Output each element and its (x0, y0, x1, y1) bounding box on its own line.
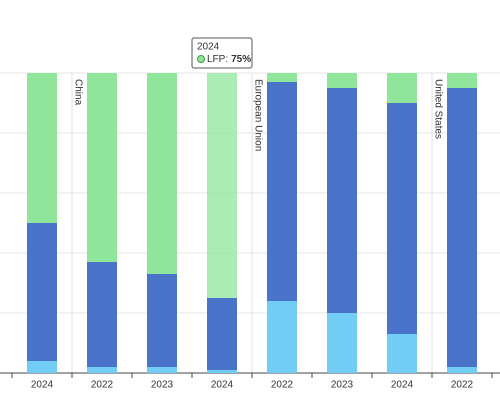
tooltip-value: 75% (231, 54, 251, 65)
group-label: European Union (252, 79, 263, 151)
tooltip-swatch (197, 55, 205, 63)
bar-segment (207, 370, 237, 373)
bar-segment (87, 367, 117, 373)
bar-segment (207, 73, 237, 298)
bar-segment (447, 367, 477, 373)
group-label: United States (432, 79, 443, 139)
bar-segment (27, 223, 57, 361)
bar-segment (147, 274, 177, 367)
x-tick-label: 2023 (331, 380, 354, 391)
bar-segment (327, 313, 357, 373)
bar-segment (447, 88, 477, 367)
bar-segment (87, 262, 117, 367)
x-tick-label: 2022 (91, 380, 114, 391)
bar-segment (27, 361, 57, 373)
bar-segment (447, 73, 477, 88)
x-tick-label: 2024 (211, 380, 234, 391)
bar-segment (267, 82, 297, 301)
bar-segment (147, 367, 177, 373)
bar-segment (387, 103, 417, 334)
tooltip-box (191, 37, 253, 69)
bar-segment (387, 73, 417, 103)
tooltip-label: LFP: (207, 54, 228, 65)
bar-segment (27, 73, 57, 223)
x-tick-label: 2023 (151, 380, 174, 391)
bar-segment (327, 88, 357, 313)
bar-segment (267, 73, 297, 82)
x-tick-label: 2022 (271, 380, 294, 391)
bar-segment (207, 298, 237, 370)
bar-segment (267, 301, 297, 373)
tooltip-text: LFP: 75% (207, 54, 251, 65)
bar-segment (147, 73, 177, 274)
group-label: China (72, 79, 83, 106)
x-tick-label: 2022 (451, 380, 474, 391)
tooltip-title: 2024 (197, 42, 220, 53)
bar-segment (87, 73, 117, 262)
x-tick-label: 2024 (31, 380, 54, 391)
bar-segment (387, 334, 417, 373)
x-tick-label: 2024 (391, 380, 414, 391)
bar-segment (327, 73, 357, 88)
